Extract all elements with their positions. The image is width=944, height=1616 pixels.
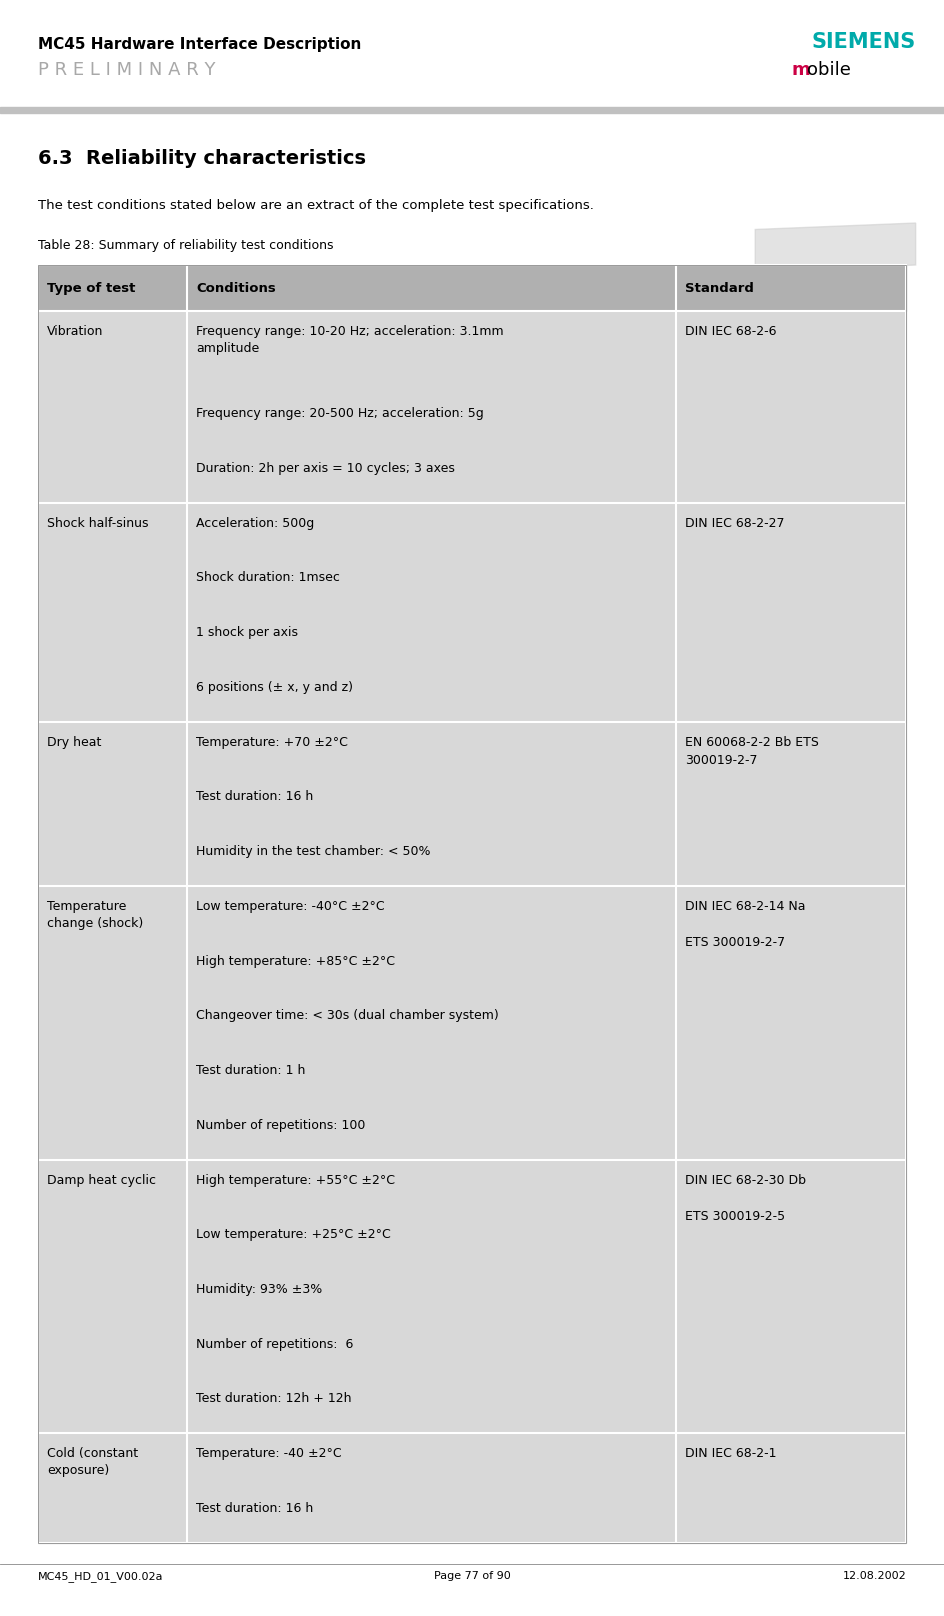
Text: Damp heat cyclic: Damp heat cyclic xyxy=(47,1173,156,1186)
Text: Low temperature: -40°C ±2°C: Low temperature: -40°C ±2°C xyxy=(196,900,385,913)
Text: Low temperature: +25°C ±2°C: Low temperature: +25°C ±2°C xyxy=(196,1228,391,1241)
Text: Frequency range: 10-20 Hz; acceleration: 3.1mm
amplitude: Frequency range: 10-20 Hz; acceleration:… xyxy=(196,325,504,354)
Text: m: m xyxy=(791,61,810,79)
Text: Number of repetitions: 100: Number of repetitions: 100 xyxy=(196,1118,365,1131)
Text: DIN IEC 68-2-1: DIN IEC 68-2-1 xyxy=(685,1448,777,1461)
Text: Test duration: 12h + 12h: Test duration: 12h + 12h xyxy=(196,1391,352,1406)
Text: DIN IEC 68-2-30 Db

ETS 300019-2-5: DIN IEC 68-2-30 Db ETS 300019-2-5 xyxy=(685,1173,806,1223)
Text: Number of repetitions:  6: Number of repetitions: 6 xyxy=(196,1338,354,1351)
Text: DIN IEC 68-2-6: DIN IEC 68-2-6 xyxy=(685,325,777,338)
Bar xyxy=(0,107,944,113)
Text: Standard: Standard xyxy=(685,281,754,294)
Text: SIEMENS: SIEMENS xyxy=(812,32,916,52)
Text: Test duration: 16 h: Test duration: 16 h xyxy=(196,1501,313,1516)
Text: 12.08.2002: 12.08.2002 xyxy=(842,1571,906,1580)
Text: Test duration: 1 h: Test duration: 1 h xyxy=(196,1063,306,1076)
Text: Shock duration: 1msec: Shock duration: 1msec xyxy=(196,572,340,585)
Text: 6 positions (± x, y and z): 6 positions (± x, y and z) xyxy=(196,680,353,693)
Text: Temperature: +70 ±2°C: Temperature: +70 ±2°C xyxy=(196,735,348,748)
Bar xyxy=(38,265,906,1543)
Text: Test duration: 16 h: Test duration: 16 h xyxy=(196,790,313,803)
Text: High temperature: +85°C ±2°C: High temperature: +85°C ±2°C xyxy=(196,955,396,968)
Text: EN 60068-2-2 Bb ETS
300019-2-7: EN 60068-2-2 Bb ETS 300019-2-7 xyxy=(685,735,819,768)
Bar xyxy=(38,265,906,1543)
Text: DIN IEC 68-2-27: DIN IEC 68-2-27 xyxy=(685,517,784,530)
Bar xyxy=(38,1433,906,1543)
Text: Humidity: 93% ±3%: Humidity: 93% ±3% xyxy=(196,1283,323,1296)
Text: High temperature: +55°C ±2°C: High temperature: +55°C ±2°C xyxy=(196,1173,396,1186)
Text: Changeover time: < 30s (dual chamber system): Changeover time: < 30s (dual chamber sys… xyxy=(196,1010,499,1023)
Text: Dry heat: Dry heat xyxy=(47,735,102,748)
Text: 1 shock per axis: 1 shock per axis xyxy=(196,625,298,638)
Text: MC45 Hardware Interface Description: MC45 Hardware Interface Description xyxy=(38,37,362,52)
Text: P R E L I M I N A R Y: P R E L I M I N A R Y xyxy=(38,61,215,79)
Bar xyxy=(38,265,906,312)
Text: Page 77 of 90: Page 77 of 90 xyxy=(433,1571,511,1580)
Text: The test conditions stated below are an extract of the complete test specificati: The test conditions stated below are an … xyxy=(38,199,594,212)
Text: Vibration: Vibration xyxy=(47,325,104,338)
Text: 6.3  Reliability characteristics: 6.3 Reliability characteristics xyxy=(38,149,365,168)
Text: Humidity in the test chamber: < 50%: Humidity in the test chamber: < 50% xyxy=(196,845,430,858)
Text: Duration: 2h per axis = 10 cycles; 3 axes: Duration: 2h per axis = 10 cycles; 3 axe… xyxy=(196,462,455,475)
Bar xyxy=(38,503,906,722)
Text: Shock half-sinus: Shock half-sinus xyxy=(47,517,149,530)
Bar xyxy=(38,1160,906,1433)
Text: Table 28: Summary of reliability test conditions: Table 28: Summary of reliability test co… xyxy=(38,239,333,252)
Text: Cold (constant
exposure): Cold (constant exposure) xyxy=(47,1448,139,1477)
Text: Frequency range: 20-500 Hz; acceleration: 5g: Frequency range: 20-500 Hz; acceleration… xyxy=(196,407,484,420)
Polygon shape xyxy=(755,223,916,271)
Text: Type of test: Type of test xyxy=(47,281,136,294)
Bar xyxy=(38,722,906,886)
Bar xyxy=(38,886,906,1160)
Text: Temperature
change (shock): Temperature change (shock) xyxy=(47,900,143,929)
Text: Acceleration: 500g: Acceleration: 500g xyxy=(196,517,314,530)
Text: Conditions: Conditions xyxy=(196,281,276,294)
Bar xyxy=(38,312,906,503)
Text: Temperature: -40 ±2°C: Temperature: -40 ±2°C xyxy=(196,1448,342,1461)
Text: obile: obile xyxy=(807,61,851,79)
Text: MC45_HD_01_V00.02a: MC45_HD_01_V00.02a xyxy=(38,1571,163,1582)
Text: DIN IEC 68-2-14 Na

ETS 300019-2-7: DIN IEC 68-2-14 Na ETS 300019-2-7 xyxy=(685,900,806,949)
